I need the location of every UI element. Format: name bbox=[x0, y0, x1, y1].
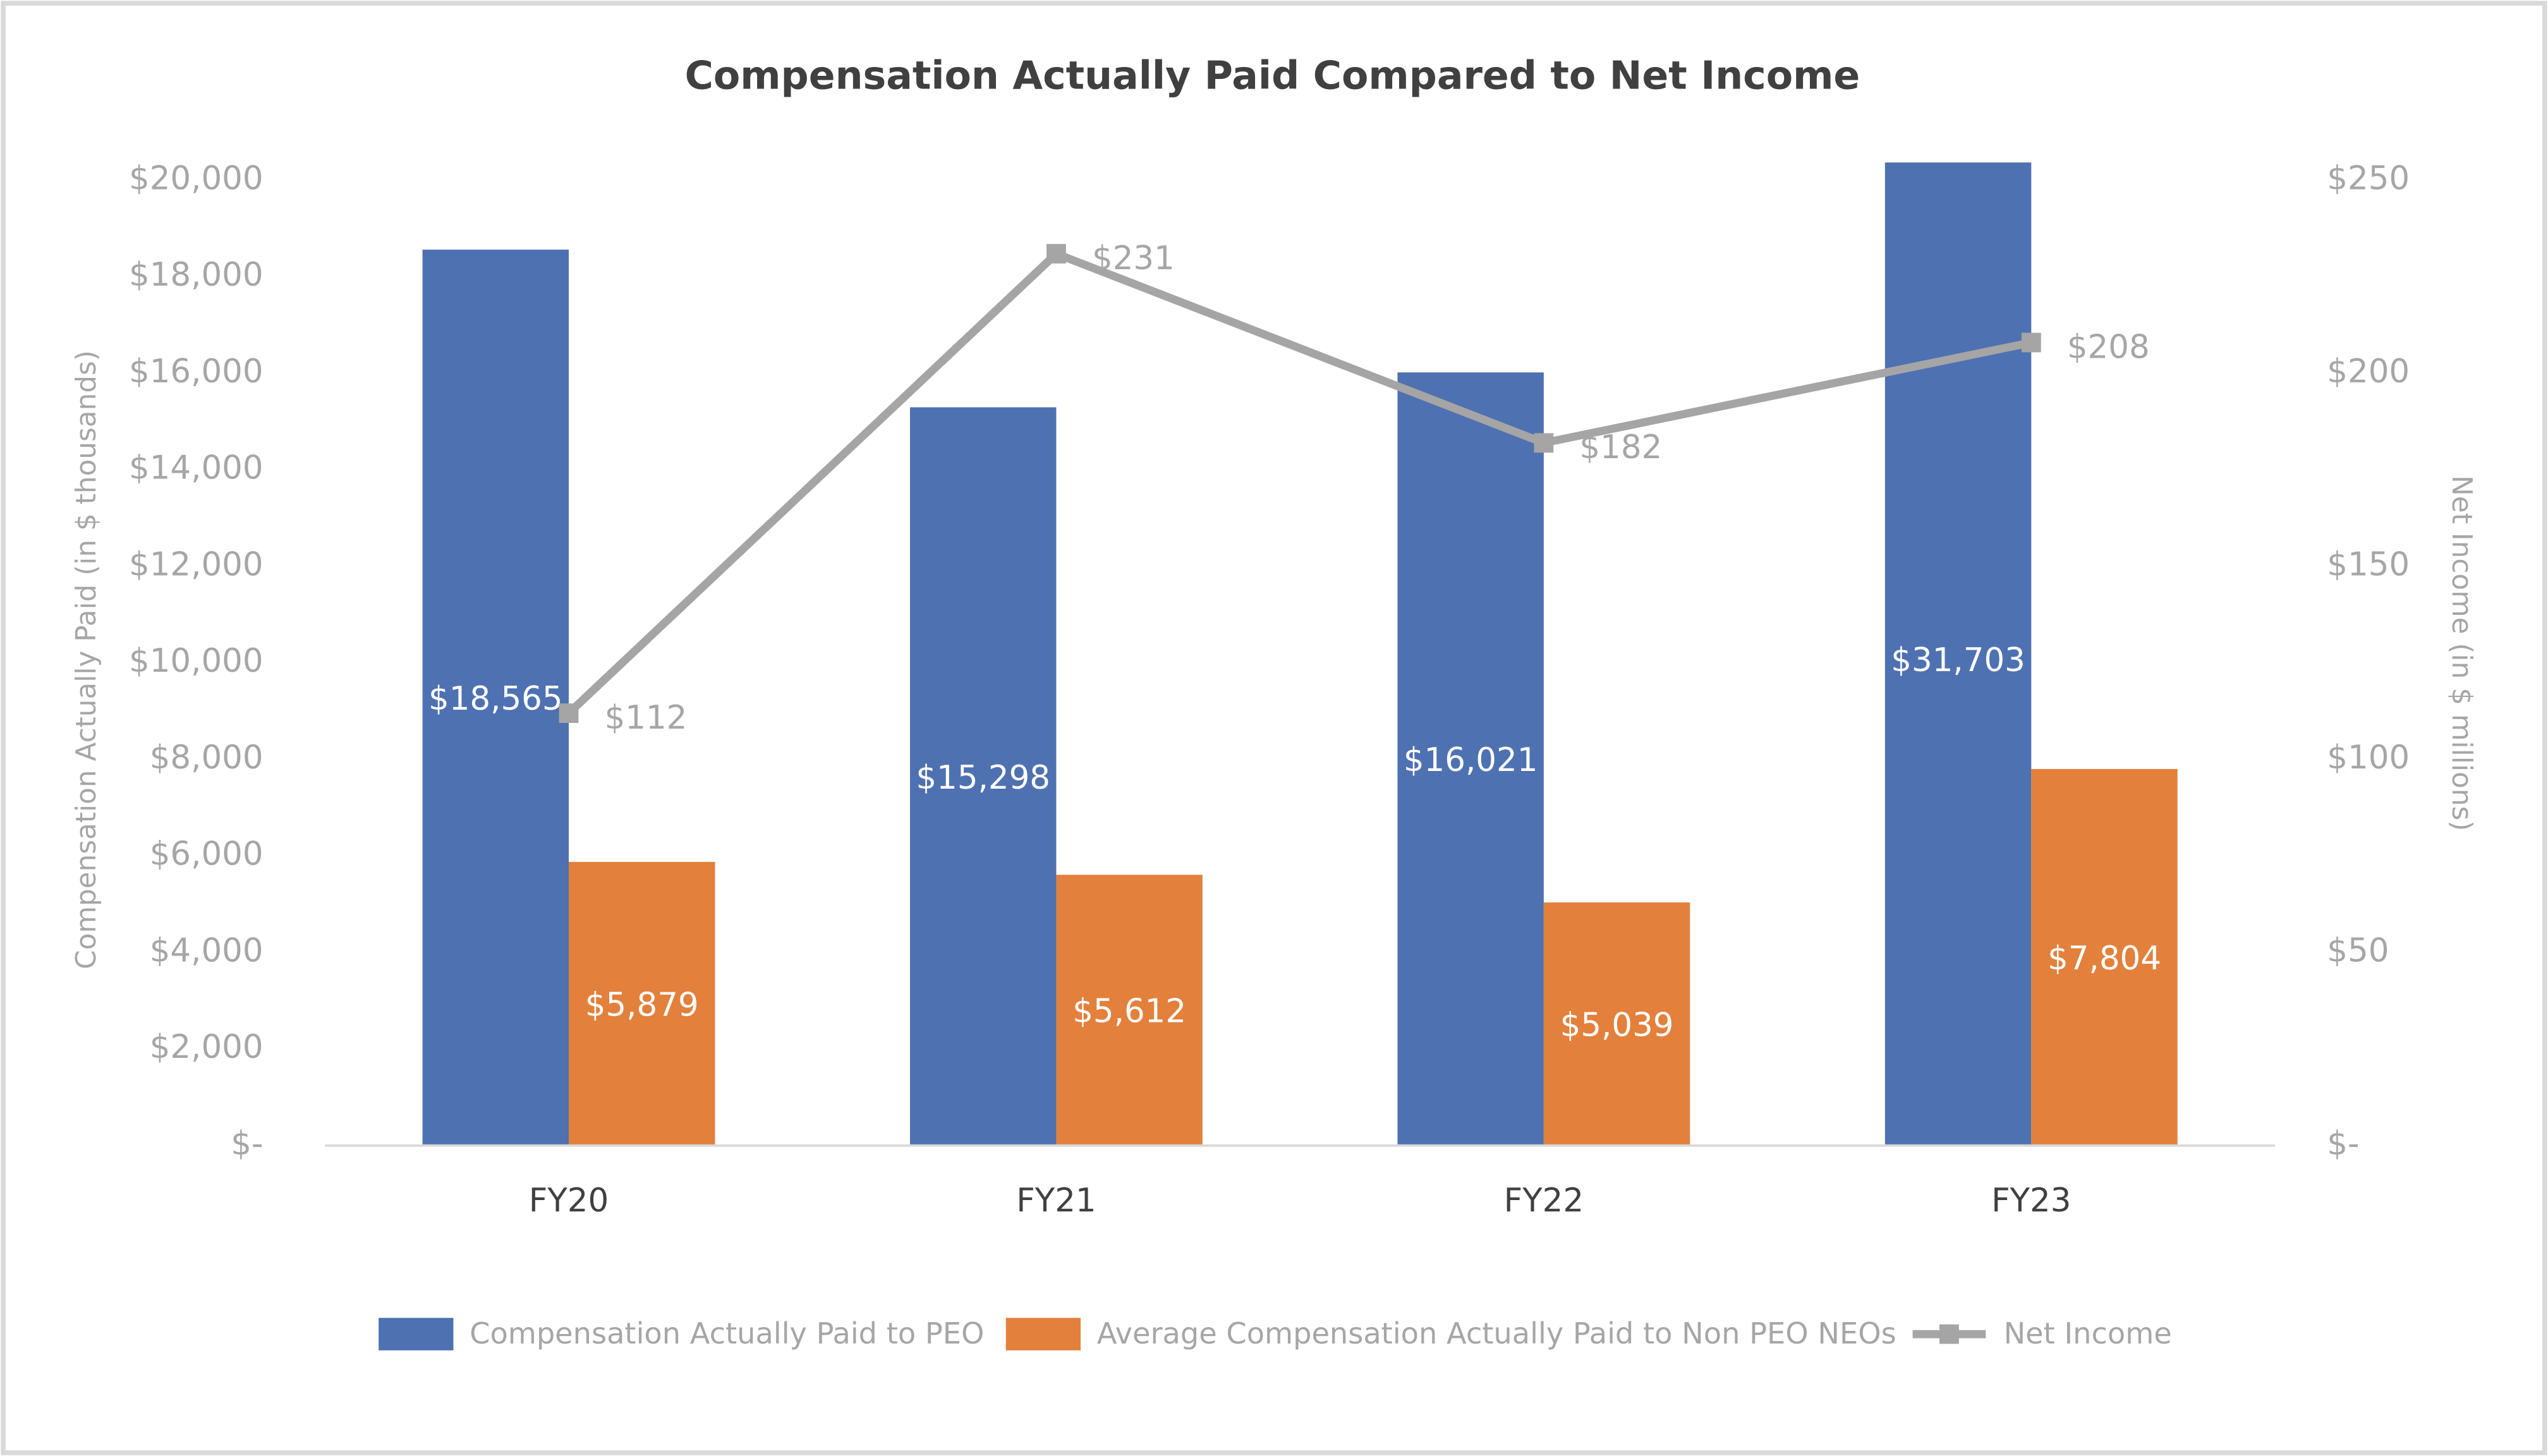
y-tick-label: $2,000 bbox=[150, 1028, 264, 1066]
x-tick-label: FY20 bbox=[529, 1182, 609, 1220]
bar-value-label: $18,565 bbox=[428, 680, 563, 718]
legend-marker bbox=[1939, 1324, 1959, 1344]
y-tick-label: $4,000 bbox=[150, 931, 264, 969]
bar bbox=[2031, 768, 2178, 1146]
line-value-label: $112 bbox=[605, 699, 688, 737]
line-marker bbox=[1534, 433, 1554, 453]
y-axis-title: Compensation Actually Paid (in $ thousan… bbox=[70, 350, 102, 969]
y2-tick-label: $200 bbox=[2327, 353, 2410, 391]
line-marker bbox=[2021, 332, 2041, 353]
legend-label: Net Income bbox=[2004, 1316, 2172, 1350]
bar-value-label: $16,021 bbox=[1404, 741, 1538, 779]
y-tick-label: $12,000 bbox=[129, 545, 264, 583]
y2-tick-label: $50 bbox=[2327, 931, 2389, 969]
x-tick-label: FY23 bbox=[1991, 1182, 2071, 1220]
bar-value-label: $7,804 bbox=[2048, 940, 2161, 978]
legend-label: Average Compensation Actually Paid to No… bbox=[1097, 1316, 1896, 1350]
y-tick-label: $8,000 bbox=[150, 739, 264, 777]
y2-tick-label: $- bbox=[2327, 1125, 2359, 1163]
y-tick-label: $6,000 bbox=[150, 835, 264, 873]
y-tick-label: $16,000 bbox=[129, 353, 264, 391]
legend-swatch bbox=[379, 1318, 454, 1350]
bar bbox=[422, 250, 569, 1146]
y2-axis-title: Net Income (in $ millions) bbox=[2446, 475, 2478, 831]
bar-value-label: $15,298 bbox=[916, 759, 1050, 797]
line-value-label: $231 bbox=[1092, 240, 1175, 277]
bar-value-label: $5,879 bbox=[585, 986, 699, 1024]
bar bbox=[1056, 875, 1203, 1146]
y-tick-label: $18,000 bbox=[129, 256, 264, 294]
bar bbox=[569, 861, 715, 1146]
bar bbox=[1397, 372, 1544, 1146]
line-marker bbox=[1046, 244, 1066, 264]
line-value-label: $182 bbox=[1579, 428, 1662, 466]
y2-tick-label: $100 bbox=[2327, 739, 2410, 777]
bar bbox=[1543, 902, 1690, 1146]
bar-value-label: $5,612 bbox=[1072, 993, 1186, 1031]
plot-area bbox=[422, 162, 2178, 1146]
y-tick-label: $- bbox=[231, 1125, 263, 1163]
bar bbox=[910, 407, 1057, 1146]
y2-tick-label: $150 bbox=[2327, 545, 2410, 583]
line bbox=[566, 250, 2032, 717]
line-value-label: $208 bbox=[2067, 328, 2150, 366]
line-marker bbox=[559, 703, 579, 723]
legend-label: Compensation Actually Paid to PEO bbox=[470, 1316, 984, 1350]
y-tick-label: $14,000 bbox=[129, 449, 264, 487]
chart-title: Compensation Actually Paid Compared to N… bbox=[685, 53, 1860, 99]
bar-value-label: $5,039 bbox=[1560, 1007, 1674, 1045]
x-tick-label: FY22 bbox=[1504, 1182, 1584, 1220]
bar bbox=[1884, 162, 2032, 1146]
y-tick-label: $20,000 bbox=[129, 159, 264, 197]
legend-swatch bbox=[1005, 1318, 1081, 1350]
y2-tick-label: $250 bbox=[2327, 159, 2410, 197]
y-tick-label: $10,000 bbox=[129, 642, 264, 680]
bar-value-label: $31,703 bbox=[1891, 641, 2025, 679]
x-tick-label: FY21 bbox=[1016, 1182, 1096, 1220]
